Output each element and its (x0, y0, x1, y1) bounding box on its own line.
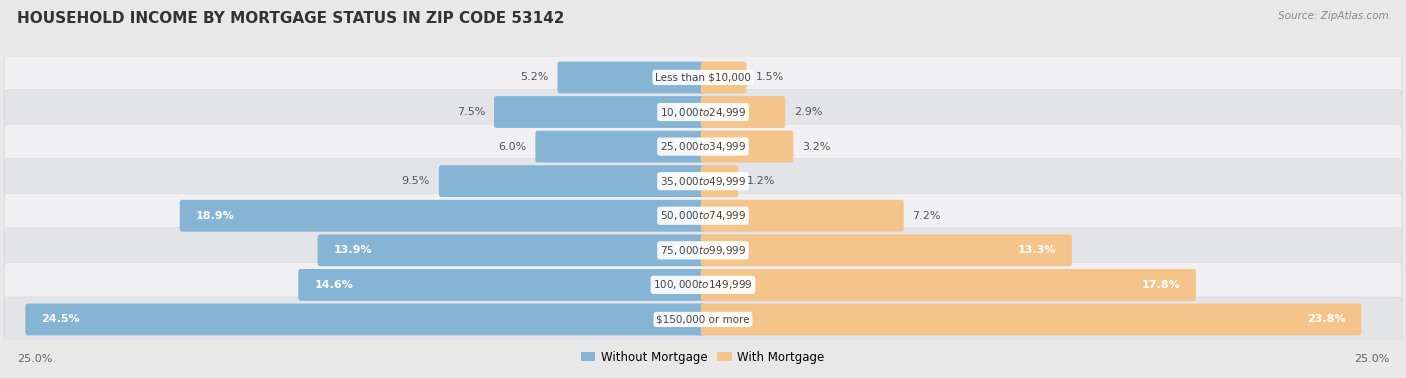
Text: 13.9%: 13.9% (333, 245, 373, 255)
FancyBboxPatch shape (557, 62, 706, 93)
FancyBboxPatch shape (700, 131, 793, 163)
Text: $10,000 to $24,999: $10,000 to $24,999 (659, 105, 747, 119)
Text: 14.6%: 14.6% (315, 280, 353, 290)
FancyBboxPatch shape (4, 55, 1402, 100)
Text: $150,000 or more: $150,000 or more (657, 314, 749, 324)
FancyBboxPatch shape (4, 297, 1402, 342)
Text: 7.2%: 7.2% (912, 211, 941, 221)
FancyBboxPatch shape (494, 96, 706, 128)
Text: 1.5%: 1.5% (755, 73, 783, 82)
Text: HOUSEHOLD INCOME BY MORTGAGE STATUS IN ZIP CODE 53142: HOUSEHOLD INCOME BY MORTGAGE STATUS IN Z… (17, 11, 564, 26)
Text: $35,000 to $49,999: $35,000 to $49,999 (659, 175, 747, 187)
FancyBboxPatch shape (25, 304, 706, 335)
Text: 9.5%: 9.5% (402, 176, 430, 186)
Text: 5.2%: 5.2% (520, 73, 548, 82)
FancyBboxPatch shape (318, 234, 706, 266)
FancyBboxPatch shape (298, 269, 706, 301)
Text: 1.2%: 1.2% (747, 176, 776, 186)
FancyBboxPatch shape (4, 124, 1402, 169)
FancyBboxPatch shape (4, 90, 1402, 135)
Text: 25.0%: 25.0% (1354, 354, 1389, 364)
FancyBboxPatch shape (4, 159, 1402, 204)
Text: 25.0%: 25.0% (17, 354, 52, 364)
FancyBboxPatch shape (700, 234, 1071, 266)
Text: 18.9%: 18.9% (195, 211, 235, 221)
FancyBboxPatch shape (180, 200, 706, 232)
Text: 13.3%: 13.3% (1018, 245, 1056, 255)
Text: $50,000 to $74,999: $50,000 to $74,999 (659, 209, 747, 222)
Text: $25,000 to $34,999: $25,000 to $34,999 (659, 140, 747, 153)
FancyBboxPatch shape (700, 96, 785, 128)
FancyBboxPatch shape (536, 131, 706, 163)
FancyBboxPatch shape (4, 262, 1402, 307)
Text: Less than $10,000: Less than $10,000 (655, 73, 751, 82)
FancyBboxPatch shape (700, 62, 747, 93)
Text: 6.0%: 6.0% (498, 142, 527, 152)
Text: 2.9%: 2.9% (794, 107, 823, 117)
Text: 3.2%: 3.2% (803, 142, 831, 152)
Text: $100,000 to $149,999: $100,000 to $149,999 (654, 278, 752, 291)
FancyBboxPatch shape (700, 200, 904, 232)
Text: Source: ZipAtlas.com: Source: ZipAtlas.com (1278, 11, 1389, 21)
Text: 17.8%: 17.8% (1142, 280, 1180, 290)
FancyBboxPatch shape (700, 304, 1361, 335)
Text: 24.5%: 24.5% (41, 314, 80, 324)
Legend: Without Mortgage, With Mortgage: Without Mortgage, With Mortgage (576, 346, 830, 368)
FancyBboxPatch shape (4, 228, 1402, 273)
FancyBboxPatch shape (700, 269, 1197, 301)
Text: 23.8%: 23.8% (1306, 314, 1346, 324)
Text: 7.5%: 7.5% (457, 107, 485, 117)
FancyBboxPatch shape (4, 193, 1402, 238)
FancyBboxPatch shape (700, 165, 738, 197)
FancyBboxPatch shape (439, 165, 706, 197)
Text: $75,000 to $99,999: $75,000 to $99,999 (659, 244, 747, 257)
